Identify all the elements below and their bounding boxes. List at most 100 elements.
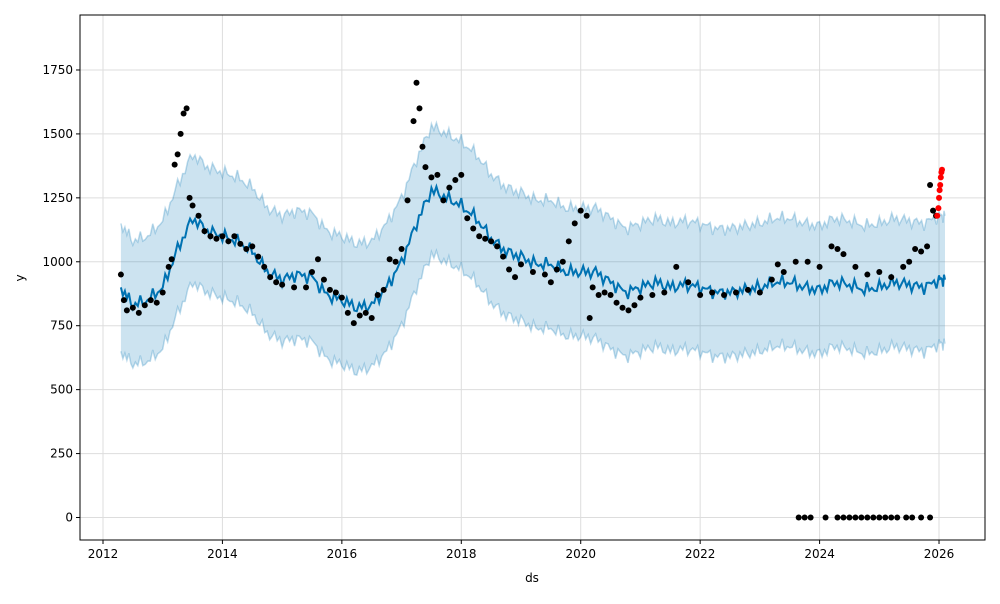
future-points <box>934 166 946 219</box>
actual-point <box>807 514 814 521</box>
actual-point <box>410 118 417 125</box>
actual-point <box>458 171 465 178</box>
actual-point <box>165 263 172 270</box>
actual-point <box>120 297 127 304</box>
actual-point <box>174 151 181 158</box>
actual-point <box>571 220 578 227</box>
actual-point <box>314 256 321 263</box>
future-point <box>936 187 943 194</box>
actual-point <box>303 284 310 291</box>
actual-point <box>279 281 286 288</box>
actual-points <box>117 79 940 521</box>
actual-point <box>601 289 608 296</box>
actual-point <box>732 289 739 296</box>
actual-point <box>822 514 829 521</box>
actual-point <box>774 261 781 268</box>
actual-point <box>374 292 381 299</box>
actual-point <box>195 212 202 219</box>
actual-point <box>249 243 256 250</box>
actual-point <box>362 309 369 316</box>
actual-point <box>153 299 160 306</box>
future-point <box>939 166 946 173</box>
actual-point <box>927 182 934 189</box>
actual-point <box>413 79 420 86</box>
actual-point <box>930 207 937 214</box>
actual-point <box>903 514 910 521</box>
actual-point <box>380 286 387 293</box>
actual-point <box>840 514 847 521</box>
actual-point <box>864 271 871 278</box>
actual-point <box>804 258 811 265</box>
actual-point <box>744 286 751 293</box>
actual-point <box>816 263 823 270</box>
actual-point <box>488 238 495 245</box>
y-tick-label: 250 <box>50 447 73 461</box>
actual-point <box>141 302 148 309</box>
actual-point <box>213 235 220 242</box>
actual-point <box>661 289 668 296</box>
actual-point <box>422 164 429 171</box>
actual-point <box>129 304 136 311</box>
actual-point <box>201 228 208 235</box>
actual-point <box>186 194 193 201</box>
uncertainty-band-area <box>120 122 945 376</box>
y-tick-label: 1000 <box>42 255 73 269</box>
lower-bound-line <box>120 247 946 377</box>
actual-point <box>500 253 507 260</box>
y-tick-label: 0 <box>65 510 73 524</box>
actual-point <box>518 261 525 268</box>
x-axis-ticks: 2012 2014 2016 2018 2020 2022 2024 2026 <box>88 540 954 561</box>
x-tick-label: 2024 <box>804 547 835 561</box>
y-tick-label: 1250 <box>42 191 73 205</box>
actual-point <box>189 202 196 209</box>
actual-point <box>918 514 925 521</box>
actual-point <box>792 258 799 265</box>
actual-point <box>721 292 728 299</box>
actual-point <box>834 245 841 252</box>
actual-point <box>801 514 808 521</box>
x-tick-label: 2016 <box>327 547 358 561</box>
actual-point <box>350 320 357 327</box>
actual-point <box>637 294 644 301</box>
actual-point <box>619 304 626 311</box>
actual-point <box>631 302 638 309</box>
actual-point <box>547 279 554 286</box>
actual-point <box>470 225 477 232</box>
actual-point <box>840 251 847 258</box>
actual-point <box>697 292 704 299</box>
actual-point <box>852 263 859 270</box>
actual-point <box>267 274 274 281</box>
actual-point <box>419 143 426 150</box>
y-axis-label: y <box>13 274 27 281</box>
actual-point <box>416 105 423 112</box>
actual-point <box>273 279 280 286</box>
actual-point <box>870 514 877 521</box>
actual-point <box>583 212 590 219</box>
forecast-line <box>119 183 946 315</box>
actual-point <box>834 514 841 521</box>
upper-bound-line <box>120 120 946 250</box>
actual-point <box>440 197 447 204</box>
actual-point <box>332 289 339 296</box>
actual-point <box>482 235 489 242</box>
x-tick-label: 2022 <box>685 547 716 561</box>
actual-point <box>906 258 913 265</box>
x-tick-label: 2018 <box>446 547 477 561</box>
actual-point <box>625 307 632 314</box>
actual-point <box>464 215 471 222</box>
actual-point <box>673 263 680 270</box>
actual-point <box>858 514 865 521</box>
actual-point <box>589 284 596 291</box>
uncertainty-band <box>120 120 946 377</box>
actual-point <box>320 276 327 283</box>
x-tick-label: 2014 <box>207 547 238 561</box>
actual-point <box>117 271 124 278</box>
actual-point <box>344 309 351 316</box>
plot-frame <box>79 14 986 541</box>
actual-point <box>135 309 142 316</box>
actual-point <box>882 514 889 521</box>
actual-point <box>338 294 345 301</box>
actual-point <box>894 514 901 521</box>
actual-point <box>308 269 315 276</box>
